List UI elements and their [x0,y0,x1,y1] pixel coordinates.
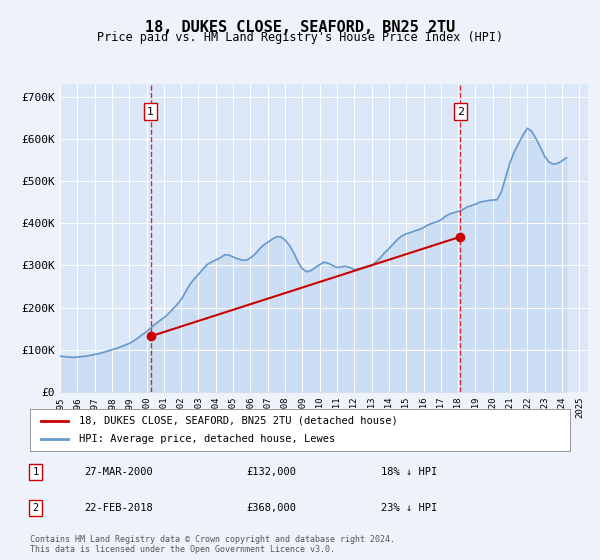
Text: 1: 1 [32,467,38,477]
Text: 23% ↓ HPI: 23% ↓ HPI [381,503,437,513]
Text: HPI: Average price, detached house, Lewes: HPI: Average price, detached house, Lewe… [79,434,335,444]
Text: Price paid vs. HM Land Registry's House Price Index (HPI): Price paid vs. HM Land Registry's House … [97,31,503,44]
Text: £132,000: £132,000 [246,467,296,477]
Text: 22-FEB-2018: 22-FEB-2018 [84,503,153,513]
Text: 27-MAR-2000: 27-MAR-2000 [84,467,153,477]
Text: 18, DUKES CLOSE, SEAFORD, BN25 2TU (detached house): 18, DUKES CLOSE, SEAFORD, BN25 2TU (deta… [79,416,397,426]
Text: 1: 1 [147,107,154,116]
Text: 18% ↓ HPI: 18% ↓ HPI [381,467,437,477]
Text: Contains HM Land Registry data © Crown copyright and database right 2024.
This d: Contains HM Land Registry data © Crown c… [30,535,395,554]
Text: 18, DUKES CLOSE, SEAFORD, BN25 2TU: 18, DUKES CLOSE, SEAFORD, BN25 2TU [145,20,455,35]
Text: £368,000: £368,000 [246,503,296,513]
Text: 2: 2 [457,107,464,116]
Text: 2: 2 [32,503,38,513]
